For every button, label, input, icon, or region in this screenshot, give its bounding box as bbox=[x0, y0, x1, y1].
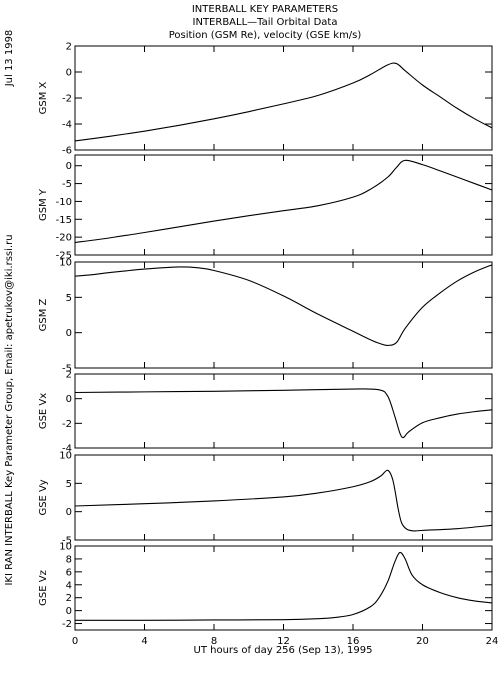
series-line bbox=[74, 264, 493, 346]
title-line-3: Position (GSM Re), velocity (GSE km/s) bbox=[169, 30, 362, 41]
y-tick-label: 10 bbox=[59, 451, 72, 462]
y-tick-label: -25 bbox=[56, 251, 72, 262]
x-axis-label: UT hours of day 256 (Sep 13), 1995 bbox=[194, 645, 373, 656]
y-tick-label: 0 bbox=[66, 161, 72, 172]
x-tick-label: 16 bbox=[347, 636, 360, 647]
title-line-1: INTERBALL KEY PARAMETERS bbox=[192, 4, 338, 15]
y-tick-label: 2 bbox=[66, 370, 72, 381]
x-tick-label: 24 bbox=[486, 636, 499, 647]
date-stamp: Jul 13 1998 bbox=[4, 30, 15, 88]
series-line bbox=[74, 469, 493, 532]
y-tick-label: -15 bbox=[56, 215, 72, 226]
y-tick-label: -5 bbox=[62, 536, 72, 547]
y-tick-label: 5 bbox=[66, 479, 72, 490]
y-tick-label: 10 bbox=[59, 542, 72, 553]
y-tick-label: -10 bbox=[56, 197, 72, 208]
y-axis-label: GSM Y bbox=[38, 188, 49, 221]
panel-frame bbox=[74, 261, 493, 369]
title-line-2: INTERBALL—Tail Orbital Data bbox=[193, 17, 338, 28]
y-tick-label: 5 bbox=[66, 293, 72, 304]
y-tick-label: 8 bbox=[66, 554, 72, 565]
series-line bbox=[74, 159, 493, 244]
y-tick-label: 10 bbox=[59, 258, 72, 269]
y-tick-label: -4 bbox=[62, 444, 72, 455]
x-tick-label: 0 bbox=[72, 636, 78, 647]
series-line bbox=[74, 62, 493, 142]
series-line bbox=[74, 388, 493, 439]
y-tick-label: 0 bbox=[66, 328, 72, 339]
y-tick-label: -4 bbox=[62, 120, 72, 131]
panel-frame bbox=[74, 154, 493, 256]
y-tick-label: 4 bbox=[66, 580, 72, 591]
y-axis-label: GSM X bbox=[38, 81, 49, 114]
y-axis-label: GSE Vx bbox=[38, 393, 49, 429]
y-tick-label: 0 bbox=[66, 394, 72, 405]
y-tick-label: 0 bbox=[66, 68, 72, 79]
y-tick-label: 2 bbox=[66, 593, 72, 604]
x-tick-label: 20 bbox=[416, 636, 429, 647]
x-tick-label: 8 bbox=[211, 636, 217, 647]
y-axis-label: GSE Vy bbox=[38, 479, 49, 515]
series-line bbox=[74, 551, 493, 621]
panel-frame bbox=[74, 373, 493, 449]
y-tick-label: -2 bbox=[62, 619, 72, 630]
y-tick-label: -2 bbox=[62, 419, 72, 430]
y-tick-label: 2 bbox=[66, 42, 72, 53]
y-axis-label: GSM Z bbox=[38, 298, 49, 331]
y-tick-label: 0 bbox=[66, 606, 72, 617]
panel-frame bbox=[74, 454, 493, 541]
x-tick-label: 4 bbox=[141, 636, 147, 647]
y-axis-label: GSE Vz bbox=[38, 570, 49, 606]
side-credit: IKI RAN INTERBALL Key Parameter Group, E… bbox=[4, 234, 15, 585]
y-tick-label: -6 bbox=[62, 146, 72, 157]
y-tick-label: -5 bbox=[62, 364, 72, 375]
x-tick-label: 12 bbox=[277, 636, 290, 647]
y-tick-label: 0 bbox=[66, 507, 72, 518]
panel-frame bbox=[74, 45, 493, 151]
y-tick-label: -5 bbox=[62, 179, 72, 190]
y-tick-label: -2 bbox=[62, 94, 72, 105]
y-tick-label: -20 bbox=[56, 233, 72, 244]
y-tick-label: 6 bbox=[66, 567, 72, 578]
